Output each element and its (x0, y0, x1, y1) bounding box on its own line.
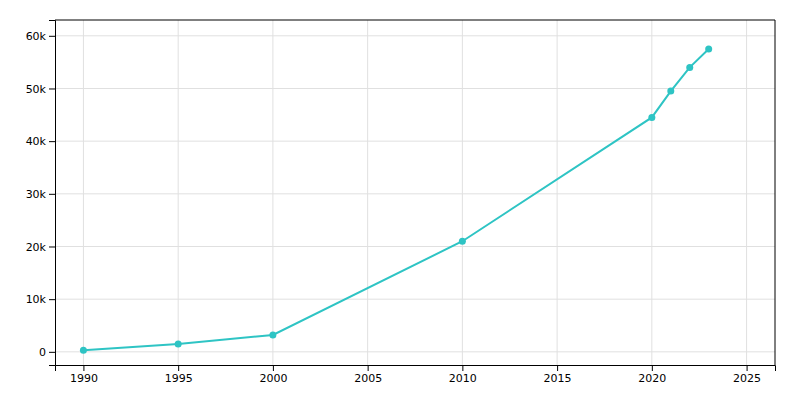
grid-line-y (55, 246, 775, 247)
tick-label: 1990 (70, 372, 98, 385)
tick: 2025 (733, 365, 761, 385)
tick: 2015 (544, 365, 572, 385)
tick-label: 2010 (449, 372, 477, 385)
axis-line (49, 21, 56, 366)
grid-line-y (55, 88, 775, 89)
chart: 1990 1995 2000 2005 2010 2015 2020 2025 0 10k 20k 3… (0, 0, 800, 400)
grid-line-y (55, 35, 775, 36)
grid-line-x (746, 20, 747, 365)
axis-line (56, 366, 776, 372)
tick: 2020 (638, 365, 666, 385)
tick-mark (83, 365, 84, 371)
grid-line-x (83, 20, 84, 365)
tick-label: 1995 (165, 372, 193, 385)
tick-label: 60k (26, 30, 47, 43)
tick-label: 0 (39, 346, 46, 359)
tick: 2010 (449, 365, 477, 385)
tick-label: 2015 (544, 372, 572, 385)
tick-label: 20k (26, 241, 47, 254)
tick-label: 2005 (354, 372, 382, 385)
tick-mark (49, 352, 55, 353)
grid-line-x (557, 20, 558, 365)
tick-label: 2020 (638, 372, 666, 385)
tick: 1995 (165, 365, 193, 385)
grid-line-x (272, 20, 273, 365)
x-axis: 1990 1995 2000 2005 2010 2015 2020 2025 (56, 365, 776, 385)
point (175, 340, 182, 347)
tick-label: 40k (26, 135, 47, 148)
point (705, 45, 712, 52)
tick: 60k (26, 30, 55, 43)
point (269, 331, 276, 338)
grid (55, 20, 775, 365)
tick-label: 2000 (259, 372, 287, 385)
y-axis: 0 10k 20k 30k 40k 50k 60k (26, 21, 56, 366)
tick-mark (747, 365, 748, 371)
grid-line-x (462, 20, 463, 365)
tick-mark (49, 141, 55, 142)
tick-mark (49, 299, 55, 300)
tick: 2000 (259, 365, 287, 385)
plot-frame (55, 20, 775, 21)
tick: 2005 (354, 365, 382, 385)
tick-mark (557, 365, 558, 371)
tick: 40k (26, 135, 55, 148)
grid-line-x (178, 20, 179, 365)
grid-line-y (55, 141, 775, 142)
tick-mark (462, 365, 463, 371)
grid-line-y (55, 193, 775, 194)
tick: 50k (26, 82, 55, 95)
tick-mark (652, 365, 653, 371)
grid-line-y (55, 299, 775, 300)
tick-label: 50k (26, 82, 47, 95)
plot-area: 1990 1995 2000 2005 2010 2015 2020 2025 0 10k 20k 3… (26, 20, 776, 385)
point (667, 88, 674, 95)
line (83, 49, 708, 350)
point (686, 64, 693, 71)
point (459, 238, 466, 245)
tick-label: 2025 (733, 372, 761, 385)
plot-frame (775, 20, 776, 365)
tick: 30k (26, 188, 55, 201)
tick-mark (178, 365, 179, 371)
tick-label: 10k (26, 293, 47, 306)
tick-label: 30k (26, 188, 47, 201)
tick-mark (368, 365, 369, 371)
tick-mark (273, 365, 274, 371)
grid-line-y (55, 351, 775, 352)
grid-line-x (367, 20, 368, 365)
tick: 0 (39, 346, 55, 359)
tick-mark (49, 88, 55, 89)
tick-mark (49, 36, 55, 37)
point (648, 114, 655, 121)
tick-mark (49, 194, 55, 195)
series (80, 45, 712, 353)
grid-line-x (651, 20, 652, 365)
point (80, 347, 87, 354)
tick: 1990 (70, 365, 98, 385)
tick-mark (49, 246, 55, 247)
tick: 10k (26, 293, 55, 306)
tick: 20k (26, 241, 55, 254)
